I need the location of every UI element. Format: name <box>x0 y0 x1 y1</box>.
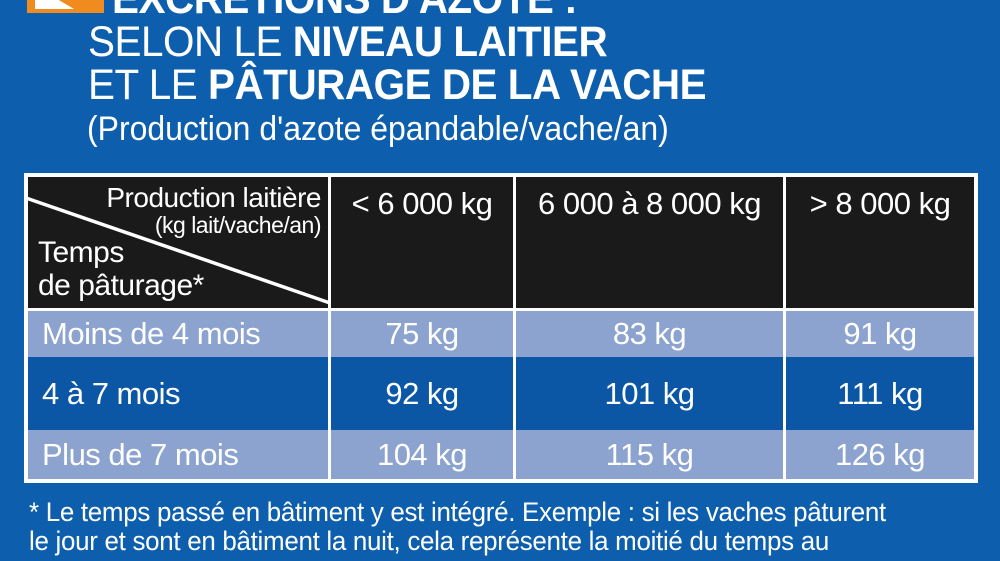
row-label-4-7-mois: 4 à 7 mois <box>28 357 328 430</box>
value-cell: 92 kg <box>328 357 513 430</box>
table-corner-cell: Production laitière (kg lait/vache/an) T… <box>28 177 328 311</box>
column-header-6000-8000: 6 000 à 8 000 kg <box>513 177 783 311</box>
page-title-line1: EXCRÉTIONS D'AZOTE : <box>112 0 578 23</box>
value-cell: 83 kg <box>513 311 783 357</box>
value-cell: 126 kg <box>783 430 974 479</box>
footnote-line2: le jour et sont en bâtiment la nuit, cel… <box>29 525 829 556</box>
nitrogen-excretion-table: Production laitière (kg lait/vache/an) T… <box>24 173 978 483</box>
corner-row-axis-label: Temps de pâturage* <box>38 236 204 302</box>
footnote: * Le temps passé en bâtiment y est intég… <box>29 498 955 555</box>
diagonal-divider-line <box>28 196 328 305</box>
row-label-plus-7-mois: Plus de 7 mois <box>28 430 328 479</box>
corner-column-axis-label: Production laitière (kg lait/vache/an) <box>106 182 321 238</box>
orange-arrow-icon <box>27 0 104 13</box>
page-subtitle: (Production d'azote épandable/vache/an) <box>87 110 669 148</box>
column-header-lt6000: < 6 000 kg <box>328 177 513 311</box>
value-cell: 75 kg <box>328 311 513 357</box>
row-label-moins-4-mois: Moins de 4 mois <box>28 311 328 357</box>
value-cell: 111 kg <box>783 357 974 430</box>
title-text: EXCRÉTIONS D'AZOTE : <box>112 0 578 23</box>
page-title-line3: ET LE PÂTURAGE DE LA VACHE <box>88 61 707 109</box>
value-cell: 91 kg <box>783 311 974 357</box>
value-cell: 101 kg <box>513 357 783 430</box>
footnote-line1: * Le temps passé en bâtiment y est intég… <box>29 497 886 527</box>
value-cell: 104 kg <box>328 430 513 479</box>
column-header-gt8000: > 8 000 kg <box>783 177 974 311</box>
page-title-line2: SELON LE NIVEAU LAITIER <box>88 18 608 66</box>
value-cell: 115 kg <box>513 430 783 479</box>
